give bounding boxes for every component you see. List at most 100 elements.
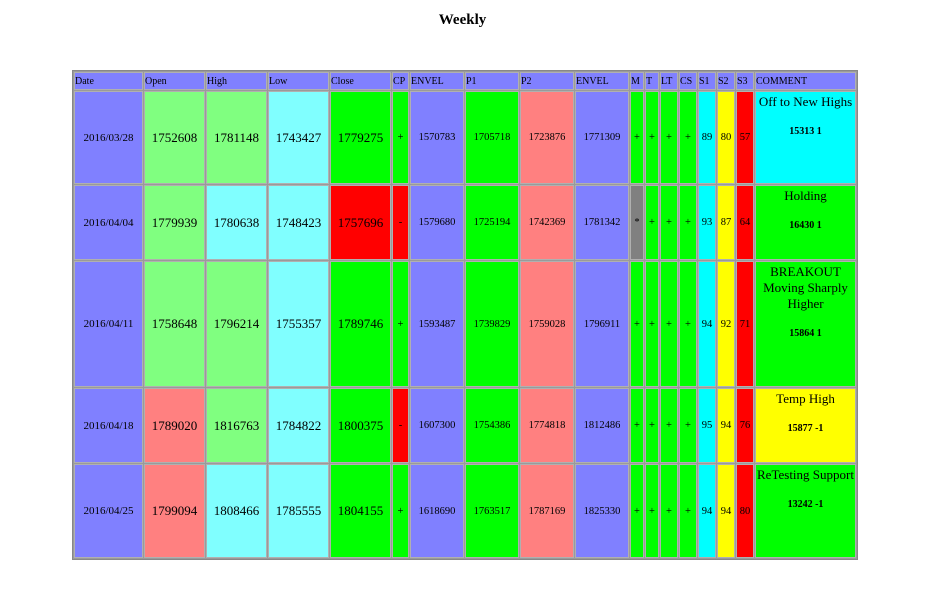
comment-code: 15864 1 [789,328,822,339]
table-cell: 1743427 [268,91,329,184]
table-cell: 80 [736,464,754,558]
comment-text: BREAKOUT Moving Sharply Higher [763,264,848,311]
header-row: Date Open High Low Close CP ENVEL P1 P2 ENVEL M T LT… [74,72,856,90]
table-cell: 1774818 [520,388,574,463]
table-cell: + [660,185,678,260]
table-cell: - [392,185,409,260]
table-cell: 87 [717,185,735,260]
table-cell: 1796214 [206,261,267,387]
comment-text: Holding [784,188,827,203]
table-cell: 1748423 [268,185,329,260]
column-header: Date [74,72,143,90]
table-cell: + [630,91,644,184]
column-header: P1 [465,72,519,90]
table-cell: 1771309 [575,91,629,184]
table-cell: 64 [736,185,754,260]
table-cell: * [630,185,644,260]
table-cell: 76 [736,388,754,463]
table-cell: 1754386 [465,388,519,463]
table-cell: 1579680 [410,185,464,260]
table-cell: 93 [698,185,716,260]
table-cell: 1779939 [144,185,205,260]
comment-text: Temp High [776,391,835,406]
column-header: P2 [520,72,574,90]
table-cell: 1725194 [465,185,519,260]
table-cell: 1816763 [206,388,267,463]
table-cell: 1781148 [206,91,267,184]
table-cell: 1808466 [206,464,267,558]
column-header: M [630,72,644,90]
table-cell: 2016/04/25 [74,464,143,558]
table-cell: 2016/04/18 [74,388,143,463]
table-cell: + [660,464,678,558]
table-cell: 92 [717,261,735,387]
table-cell: + [630,261,644,387]
column-header: S3 [736,72,754,90]
table-cell: 1796911 [575,261,629,387]
table-cell: 1752608 [144,91,205,184]
table-cell: - [392,388,409,463]
comment-code: 16430 1 [789,220,822,231]
table-cell: + [645,185,659,260]
table-cell: 1742369 [520,185,574,260]
table-cell: 71 [736,261,754,387]
table-cell: 1739829 [465,261,519,387]
table-cell: 1779275 [330,91,391,184]
table-cell: 1784822 [268,388,329,463]
table-cell: + [645,464,659,558]
table-cell: 2016/04/11 [74,261,143,387]
table-cell: + [392,91,409,184]
table-cell: 1789020 [144,388,205,463]
table-cell: 94 [717,388,735,463]
table-cell: + [645,388,659,463]
table-cell: 94 [698,261,716,387]
table-cell: 94 [698,464,716,558]
table-row: 2016/04/11 1758648 1796214 1755357 1789746 +1… [74,261,856,387]
table-cell: 1787169 [520,464,574,558]
column-header: COMMENT [755,72,856,90]
table-cell: 94 [717,464,735,558]
table-cell: 1758648 [144,261,205,387]
table-cell: 1812486 [575,388,629,463]
table-cell: + [679,388,697,463]
comment-cell: Temp High 15877 -1 [755,388,856,463]
table-cell: 1789746 [330,261,391,387]
table-cell: 57 [736,91,754,184]
column-header: ENVEL [575,72,629,90]
table-cell: 1781342 [575,185,629,260]
table-cell: + [679,261,697,387]
column-header: LT [660,72,678,90]
table-cell: 1799094 [144,464,205,558]
table-cell: 1800375 [330,388,391,463]
table-cell: + [645,91,659,184]
column-header: Open [144,72,205,90]
table-cell: + [630,464,644,558]
column-header: CP [392,72,409,90]
table-cell: 89 [698,91,716,184]
comment-cell: Holding 16430 1 [755,185,856,260]
table-cell: 1757696 [330,185,391,260]
table-cell: 1825330 [575,464,629,558]
table-cell: 1705718 [465,91,519,184]
comment-text: ReTesting Support [757,467,854,482]
table-cell: 1785555 [268,464,329,558]
comment-code: 13242 -1 [787,499,824,510]
table-cell: 1723876 [520,91,574,184]
column-header: Close [330,72,391,90]
table-cell: + [645,261,659,387]
table-cell: + [679,464,697,558]
page-title: Weekly [438,12,487,28]
table-cell: 1763517 [465,464,519,558]
table-row: 2016/03/28 1752608 1781148 1743427 1779275 +1… [74,91,856,184]
table-cell: + [660,261,678,387]
table-cell: 1593487 [410,261,464,387]
table-cell: 80 [717,91,735,184]
column-header: Low [268,72,329,90]
table-cell: 2016/04/04 [74,185,143,260]
comment-cell: Off to New Highs 15313 1 [755,91,856,184]
table-cell: + [660,388,678,463]
table-cell: 2016/03/28 [74,91,143,184]
column-header: S1 [698,72,716,90]
table-cell: 1804155 [330,464,391,558]
